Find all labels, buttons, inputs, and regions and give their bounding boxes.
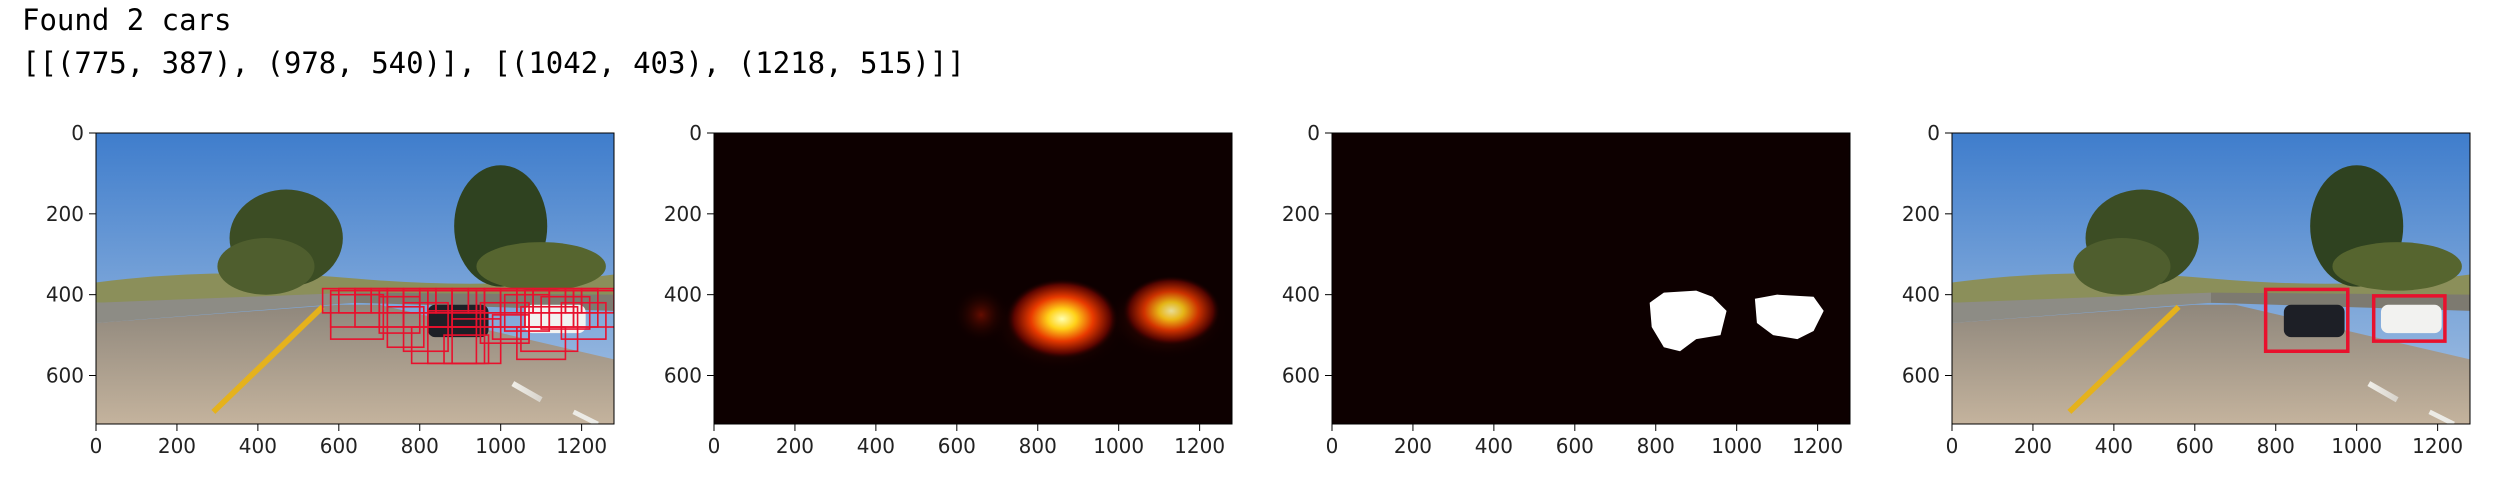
y-tick-label: 0 [71,121,84,145]
y-tick-label: 600 [1282,364,1320,388]
lane-dash-white [2367,381,2399,403]
y-tick-label: 400 [46,283,84,307]
lane-line-yellow [211,304,325,414]
x-tick-label: 1000 [1093,434,1144,458]
x-tick-label: 400 [857,434,895,458]
x-tick-label: 1200 [2412,434,2463,458]
x-tick-label: 1000 [2331,434,2382,458]
car-dark [427,304,489,338]
x-tick-label: 200 [1394,434,1432,458]
x-tick-label: 1000 [1711,434,1762,458]
car-bounding-box [2263,287,2350,354]
mask-background [1332,133,1850,424]
x-tick-label: 1200 [1792,434,1843,458]
panel-2: 0 200 400 600 800 1000 1200 0 200 400 600 [664,121,1233,458]
x-tick-label: 400 [2095,434,2133,458]
x-tick-label: 200 [776,434,814,458]
lane-line-yellow [2067,304,2181,414]
y-tick-label: 600 [46,364,84,388]
y-tick-label: 0 [1927,121,1940,145]
left-barrier [1952,292,2211,323]
heat-hot-region [1121,275,1221,347]
car-white [2380,304,2442,334]
output-line-box-coordinates: [[(775, 387), (978, 540)], [(1042, 403),… [22,46,965,80]
tree-left-lower [217,238,315,295]
mask-blob-car-2 [1754,294,1824,340]
car-white [524,304,586,334]
axes-frame [1951,132,2471,425]
detection-box [572,289,614,328]
x-tick-label: 0 [708,434,721,458]
x-tick-label: 600 [938,434,976,458]
x-tick-label: 600 [2176,434,2214,458]
bushes-right [2332,242,2462,291]
panel-3: 0 200 400 600 800 1000 1200 0 200 400 600 [1282,121,1851,458]
x-tick-label: 0 [1326,434,1339,458]
mask-blob-car-1 [1649,290,1727,352]
y-tick-label: 0 [689,121,702,145]
detection-box [386,305,425,349]
panel-image [1332,133,1850,424]
y-tick-label: 0 [1307,121,1320,145]
left-barrier [96,292,355,323]
heat-hot-region [1005,278,1119,360]
detection-box [443,334,490,365]
y-tick-label: 600 [664,364,702,388]
x-tick-label: 800 [1637,434,1675,458]
axes-frame [713,132,1233,425]
car-bounding-box [2371,294,2447,343]
output-line-found-cars: Found 2 cars [22,3,232,37]
heatmap-background [714,133,1232,424]
x-tick-label: 400 [1475,434,1513,458]
y-tick-label: 200 [664,202,702,226]
panel-image [714,133,1232,424]
lane-dash-white [511,381,543,403]
detection-box [329,293,385,340]
y-tick-label: 600 [1902,364,1940,388]
tree-left-lower [2073,238,2171,295]
axes-frame [1331,132,1851,425]
x-tick-label: 1000 [475,434,526,458]
x-tick-label: 600 [320,434,358,458]
axes-frame [95,132,615,425]
y-tick-label: 400 [1282,283,1320,307]
x-tick-label: 400 [239,434,277,458]
x-tick-label: 800 [401,434,439,458]
bushes-right [476,242,606,291]
y-tick-label: 200 [46,202,84,226]
car-dark [2283,304,2345,338]
panel-image [1952,133,2470,424]
x-tick-label: 800 [2257,434,2295,458]
x-tick-label: 1200 [1174,434,1225,458]
x-tick-label: 600 [1556,434,1594,458]
panel-image [96,133,614,424]
y-tick-label: 200 [1282,202,1320,226]
detection-box [516,326,567,361]
panel-1: 0 200 400 600 800 1000 1200 0 200 400 600 [46,121,615,458]
y-tick-label: 200 [1902,202,1940,226]
x-tick-label: 1200 [556,434,607,458]
x-tick-label: 0 [90,434,103,458]
y-tick-label: 400 [1902,283,1940,307]
detection-box [491,314,530,340]
detection-box [503,293,551,332]
x-tick-label: 200 [158,434,196,458]
detection-box [560,301,607,340]
detection-box [378,295,421,334]
lane-dash-white [572,409,599,424]
x-tick-label: 800 [1019,434,1057,458]
lane-dash-white [2428,409,2455,424]
y-tick-label: 400 [664,283,702,307]
panel-4: 0 200 400 600 800 1000 1200 0 200 400 600 [1902,121,2471,458]
x-tick-label: 200 [2014,434,2052,458]
x-tick-label: 0 [1946,434,1959,458]
